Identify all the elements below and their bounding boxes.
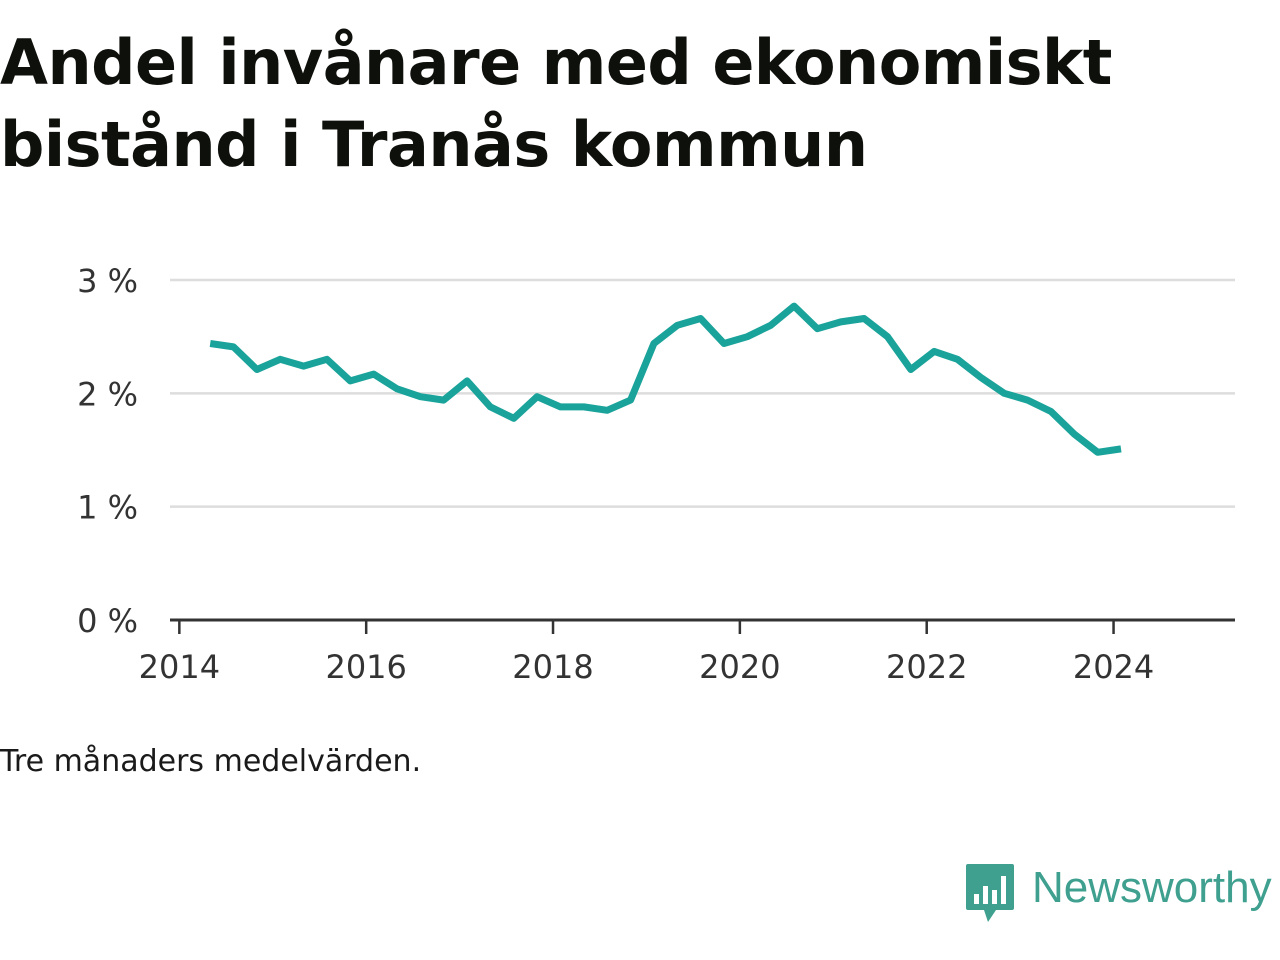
grid-lines — [170, 278, 1235, 508]
y-tick-label: 0 % — [77, 602, 138, 640]
newsworthy-logo-icon — [966, 864, 1014, 922]
x-tick-label: 2020 — [699, 648, 780, 686]
y-axis-labels: 0 % 1 % 2 % 3 % — [77, 262, 138, 640]
x-tick-label: 2022 — [886, 648, 967, 686]
y-tick-label: 2 % — [77, 375, 138, 413]
chart-title: Andel invånare med ekonomiskt bistånd i … — [0, 26, 1112, 181]
y-tick-label: 3 % — [77, 262, 138, 300]
series-layer — [209, 302, 1122, 456]
brand-name: Newsworthy — [1032, 863, 1272, 912]
chart-note: Tre månaders medelvärden. — [0, 744, 422, 779]
x-axis: 2014 2016 2018 2020 2022 2024 — [139, 618, 1235, 686]
y-tick-label: 1 % — [77, 489, 138, 527]
series-line — [209, 302, 1122, 456]
line-chart: 0 % 1 % 2 % 3 % 2014 2016 2018 2020 2022 2024 — [77, 262, 1235, 686]
x-tick-label: 2024 — [1073, 648, 1154, 686]
x-tick-label: 2014 — [139, 648, 220, 686]
x-tick-label: 2018 — [512, 648, 593, 686]
x-tick-label: 2016 — [325, 648, 406, 686]
brand-logo[interactable]: Newsworthy — [964, 862, 1272, 926]
